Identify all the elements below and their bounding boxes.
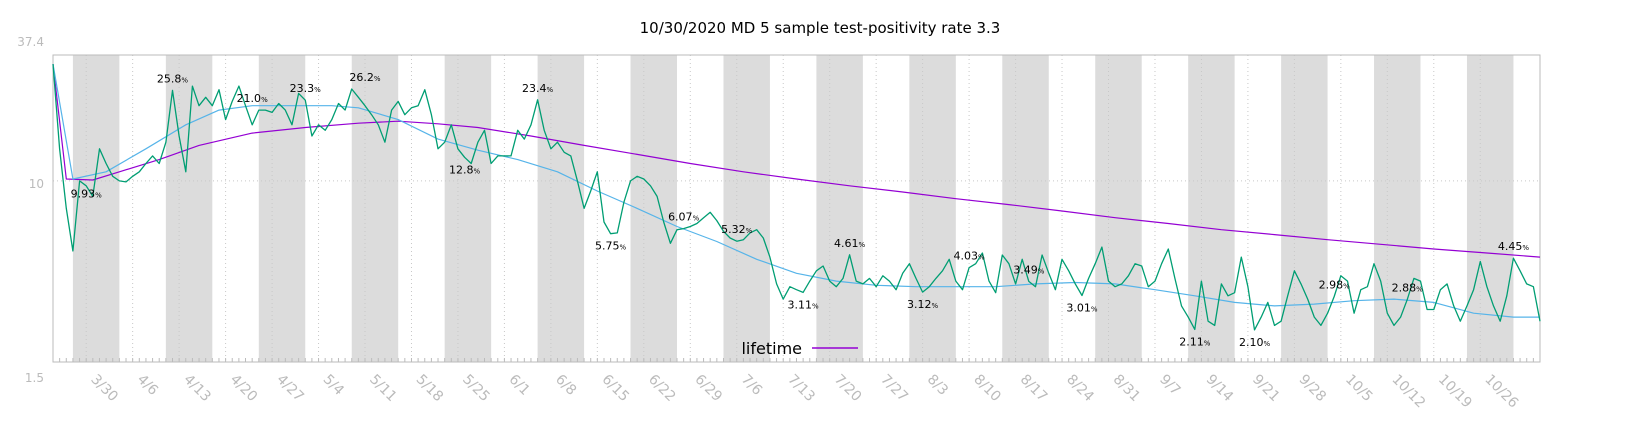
x-tick-label: 4/6: [134, 372, 161, 399]
y-min-label: 1.5: [25, 371, 44, 385]
annotation-label: 26.2%: [349, 71, 381, 84]
series-group: [52, 63, 1541, 331]
plot-frame: [52, 54, 1541, 363]
x-tick-label: 6/29: [691, 372, 725, 406]
week-band: [351, 55, 399, 362]
x-tick-label: 4/20: [227, 372, 261, 406]
x-tick-label: 5/18: [413, 372, 447, 406]
annotation-label: 5.75%: [595, 240, 627, 253]
week-band: [816, 55, 863, 362]
series-line-trend: [52, 63, 1540, 318]
annotation-label: 3.11%: [788, 298, 820, 311]
y-mid-label: 10: [29, 177, 44, 191]
x-tick-label: 9/7: [1156, 372, 1183, 399]
chart-title: 10/30/2020 MD 5 sample test-positivity r…: [640, 19, 1001, 37]
annotation-label: 12.8%: [449, 163, 481, 176]
week-shading: [72, 55, 1514, 362]
annotation-label: 2.10%: [1239, 336, 1271, 349]
x-tick-label: 7/13: [784, 372, 818, 406]
week-band: [1095, 55, 1142, 362]
x-tick-label: 4/27: [273, 372, 307, 406]
x-tick-label: 7/20: [831, 372, 865, 406]
x-tick-label: 7/27: [877, 372, 911, 406]
annotation-label: 2.98%: [1319, 278, 1351, 291]
x-tick-label: 5/11: [366, 372, 400, 406]
annotation-label: 3.12%: [907, 298, 939, 311]
annotation-label: 4.61%: [834, 237, 866, 250]
x-tick-label: 6/15: [599, 372, 633, 406]
x-tick-label: 9/14: [1203, 372, 1237, 406]
x-tick-label: 9/28: [1296, 372, 1330, 406]
x-tick-label: 8/3: [924, 372, 951, 399]
x-tick-label: 5/25: [459, 372, 493, 406]
annotation-label: 21.0%: [237, 92, 269, 105]
y-max-label: 37.4: [17, 35, 44, 49]
x-tick-label: 8/24: [1063, 372, 1097, 406]
week-band: [1281, 55, 1328, 362]
series-line-lifetime: [52, 64, 1541, 258]
week-band: [165, 55, 213, 362]
annotation-label: 23.4%: [522, 82, 554, 95]
x-tick-label: 7/6: [738, 372, 765, 399]
annotation-label: 3.49%: [1013, 263, 1045, 276]
annotation-label: 2.88%: [1392, 282, 1424, 295]
x-tick-label: 10/19: [1435, 372, 1475, 412]
week-band: [1466, 55, 1514, 362]
x-tick-label: 6/8: [552, 372, 579, 399]
week-band: [444, 55, 492, 362]
series-line-daily: [52, 64, 1541, 331]
week-band: [537, 55, 585, 362]
annotation-label: 4.03%: [954, 250, 986, 263]
x-tick-label: 3/30: [87, 372, 121, 406]
annotation-label: 5.32%: [721, 223, 753, 236]
x-tick-label: 10/5: [1342, 372, 1376, 406]
x-tick-label: 6/22: [645, 372, 679, 406]
x-tick-label: 10/26: [1481, 372, 1521, 412]
x-tick-label: 8/17: [1017, 372, 1051, 406]
legend-label: lifetime: [741, 339, 802, 358]
x-tick-label: 10/12: [1388, 372, 1428, 412]
x-tick-label: 8/10: [970, 372, 1004, 406]
annotation-label: 6.07%: [668, 211, 700, 224]
week-band: [909, 55, 956, 362]
annotations: 9.93% 25.8% 21.0% 23.3% 26.2% 12.8% 23.4% 5.75%…: [71, 71, 1530, 349]
annotation-label: 25.8%: [157, 72, 189, 85]
week-band: [723, 55, 770, 362]
annotation-label: 23.3%: [290, 82, 322, 95]
x-tick-labels: 3/30 4/6 4/13 4/20 4/27 5/4 5/11 5/18 5/25 6/1 6/8…: [87, 372, 1521, 412]
week-band: [72, 55, 120, 362]
annotation-label: 3.01%: [1066, 302, 1098, 315]
x-tick-label: 5/4: [320, 372, 347, 399]
legend: lifetime: [741, 339, 858, 358]
annotation-label: 9.93%: [71, 188, 103, 201]
x-tick-label: 4/13: [180, 372, 214, 406]
annotation-label: 4.45%: [1498, 240, 1530, 253]
week-band: [1374, 55, 1421, 362]
week-band: [1188, 55, 1235, 362]
annotation-label: 2.11%: [1179, 335, 1211, 348]
x-tick-label: 8/31: [1110, 372, 1144, 406]
x-tick-label: 9/21: [1249, 372, 1283, 406]
x-tick-label: 6/1: [506, 372, 533, 399]
